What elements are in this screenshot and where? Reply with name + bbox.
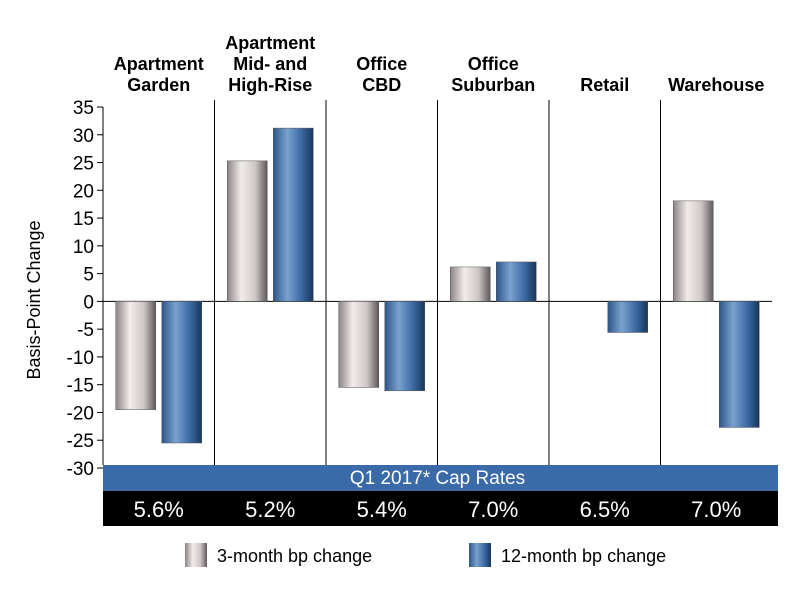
category-label: Apartment Garden [114, 54, 204, 95]
category-label-line: High-Rise [228, 75, 312, 95]
y-tick-label: -30 [67, 459, 94, 480]
cap-rates-label: Q1 2017* Cap Rates [350, 468, 525, 489]
category-label-line: Mid- and [233, 54, 307, 74]
bar-12-month [273, 127, 314, 302]
cap-rate-value: 5.2% [245, 497, 295, 522]
cap-rate-value: 6.5% [580, 497, 630, 522]
bar-12-month [384, 301, 425, 392]
y-axis: 35 30 25 20 15 10 5 0 -5 -10 -15 -20 -25 -30 [67, 98, 103, 480]
y-axis-label: Basis-Point Change [24, 220, 44, 379]
category-label: Apartment Mid- and High-Rise [225, 33, 315, 95]
chart-frame [102, 100, 772, 465]
category-label: Retail [580, 75, 629, 95]
category-label-line: Apartment [114, 54, 204, 74]
category-label: Warehouse [668, 75, 764, 95]
y-tick-label: 10 [73, 237, 94, 258]
bar-12-month [496, 261, 537, 302]
y-tick-label: -5 [77, 320, 94, 341]
y-tick-label: -15 [67, 376, 94, 397]
y-tick-label: -25 [67, 431, 94, 452]
y-tick-label: 20 [73, 181, 94, 202]
y-tick-label: 0 [83, 292, 94, 313]
category-label-line: Garden [127, 75, 190, 95]
y-tick-label: 25 [73, 154, 94, 175]
cap-rate-value: 5.6% [134, 497, 184, 522]
cap-rates-table: Q1 2017* Cap Rates 5.6% 5.2% 5.4% 7.0% 6.5% 7… [103, 465, 778, 526]
cap-rates-band [103, 465, 778, 491]
y-tick-label: 30 [73, 126, 94, 147]
bar-3-month [227, 160, 268, 302]
bar-3-month [338, 301, 379, 388]
category-label-line: CBD [362, 75, 401, 95]
cap-rate-value: 7.0% [468, 497, 518, 522]
bar-3-month [673, 200, 714, 302]
bar-12-month [607, 301, 648, 333]
category-label: Office Suburban [451, 54, 535, 95]
legend: 3-month bp change 12-month bp change [185, 543, 666, 567]
category-label-line: Office [468, 54, 519, 74]
category-label-line: Suburban [451, 75, 535, 95]
legend-label-12-month: 12-month bp change [501, 546, 666, 566]
cap-rates-row [103, 491, 778, 526]
category-label: Office CBD [356, 54, 407, 95]
bar-3-month [115, 301, 156, 410]
category-label-line: Warehouse [668, 75, 764, 95]
legend-label-3-month: 3-month bp change [217, 546, 372, 566]
y-tick-label: 35 [73, 98, 94, 119]
y-tick-label: -20 [67, 403, 94, 424]
y-tick-label: 5 [83, 265, 94, 286]
bar-12-month [161, 301, 202, 444]
legend-swatch-3-month [185, 543, 207, 567]
bar-12-month [719, 301, 760, 428]
bar-3-month [450, 266, 491, 302]
bars [115, 127, 760, 444]
cap-rate-value: 7.0% [691, 497, 741, 522]
category-label-line: Office [356, 54, 407, 74]
legend-swatch-12-month [469, 543, 491, 567]
category-label-line: Apartment [225, 33, 315, 53]
y-tick-label: 15 [73, 209, 94, 230]
cap-rate-value: 5.4% [357, 497, 407, 522]
y-tick-label: -10 [67, 348, 94, 369]
category-label-line: Retail [580, 75, 629, 95]
